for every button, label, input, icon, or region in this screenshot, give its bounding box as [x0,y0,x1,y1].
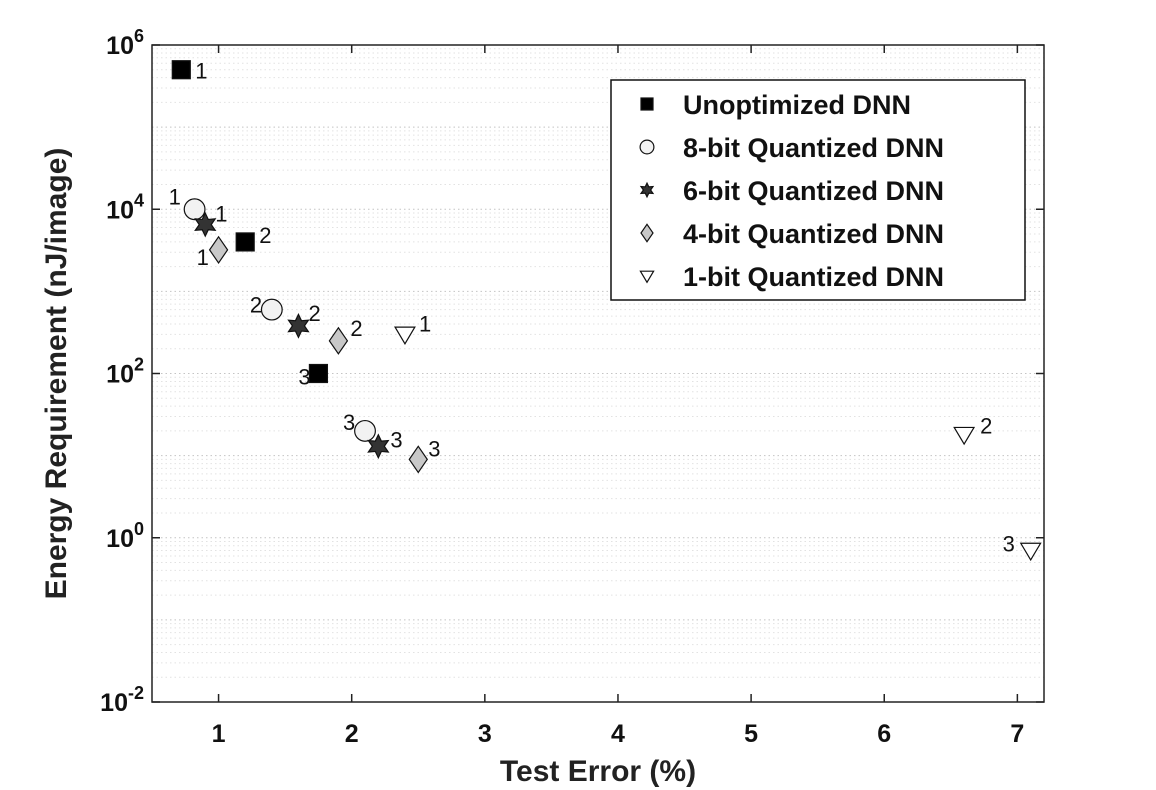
x-tick-label: 2 [345,720,359,748]
point-label: 3 [298,365,310,390]
data-points: 1 2 3 1 2 3 1 2 3 1 2 3 1 2 3 [169,59,1042,562]
y-tick-label: 106 [106,26,144,60]
x-axis: 1 2 3 4 5 6 7 [212,45,1024,748]
series-2: 1 2 3 [169,184,376,442]
data-point [171,60,191,80]
x-tick-label: 4 [611,720,625,748]
point-label: 1 [419,311,431,336]
data-point [287,312,310,339]
legend-label: 1-bit Quantized DNN [683,262,944,292]
data-point [328,326,349,355]
point-label: 2 [308,301,320,326]
y-tick-label: 100 [106,519,144,553]
data-point [953,426,976,446]
x-tick-label: 6 [877,720,891,748]
y-tick-label: 10-2 [100,683,144,717]
legend-marker [639,139,655,155]
legend-label: Unoptimized DNN [683,90,911,120]
data-point [260,298,283,321]
point-label: 3 [428,436,440,461]
data-point [308,363,329,384]
point-label: 2 [259,223,271,248]
x-tick-label: 3 [478,720,492,748]
point-label: 2 [350,316,362,341]
data-point [235,232,255,252]
legend-box [610,79,1026,301]
point-label: 1 [197,245,209,270]
data-point [183,198,206,221]
legend-marker [640,223,654,243]
x-tick-label: 5 [744,720,758,748]
point-label: 3 [1003,531,1015,556]
x-axis-title: Test Error (%) [500,755,696,788]
legend-marker [640,97,654,111]
x-tick-label: 7 [1010,720,1024,748]
legend-marker [639,181,655,199]
y-axis-title: Energy Requirement (nJ/image) [40,148,73,600]
data-point [394,326,416,345]
series-3: 1 2 3 [194,202,403,460]
point-label: 1 [195,59,207,84]
legend-label: 8-bit Quantized DNN [683,133,944,163]
point-label: 2 [250,293,262,318]
y-tick-label: 102 [106,355,144,389]
series-1: 1 2 3 [171,59,329,390]
y-tick-label: 104 [106,190,144,224]
point-label: 1 [215,202,227,227]
data-point [194,211,217,238]
data-point [208,235,229,264]
point-label: 3 [390,427,402,452]
point-label: 3 [343,410,355,435]
data-point [1019,542,1042,562]
data-point [354,419,376,442]
series-4: 1 2 3 [197,235,441,474]
data-point [408,445,428,474]
y-axis: 10-2 100 102 104 106 [100,26,1044,717]
x-tick-label: 1 [212,720,226,748]
point-label: 1 [169,184,181,209]
legend: Unoptimized DNN 8-bit Quantized DNN 6-bit … [610,79,1026,301]
legend-marker [639,270,655,284]
legend-label: 4-bit Quantized DNN [683,219,944,249]
series-5: 1 2 3 [394,311,1042,562]
data-point [367,433,390,460]
point-label: 2 [980,414,992,439]
legend-label: 6-bit Quantized DNN [683,176,944,206]
